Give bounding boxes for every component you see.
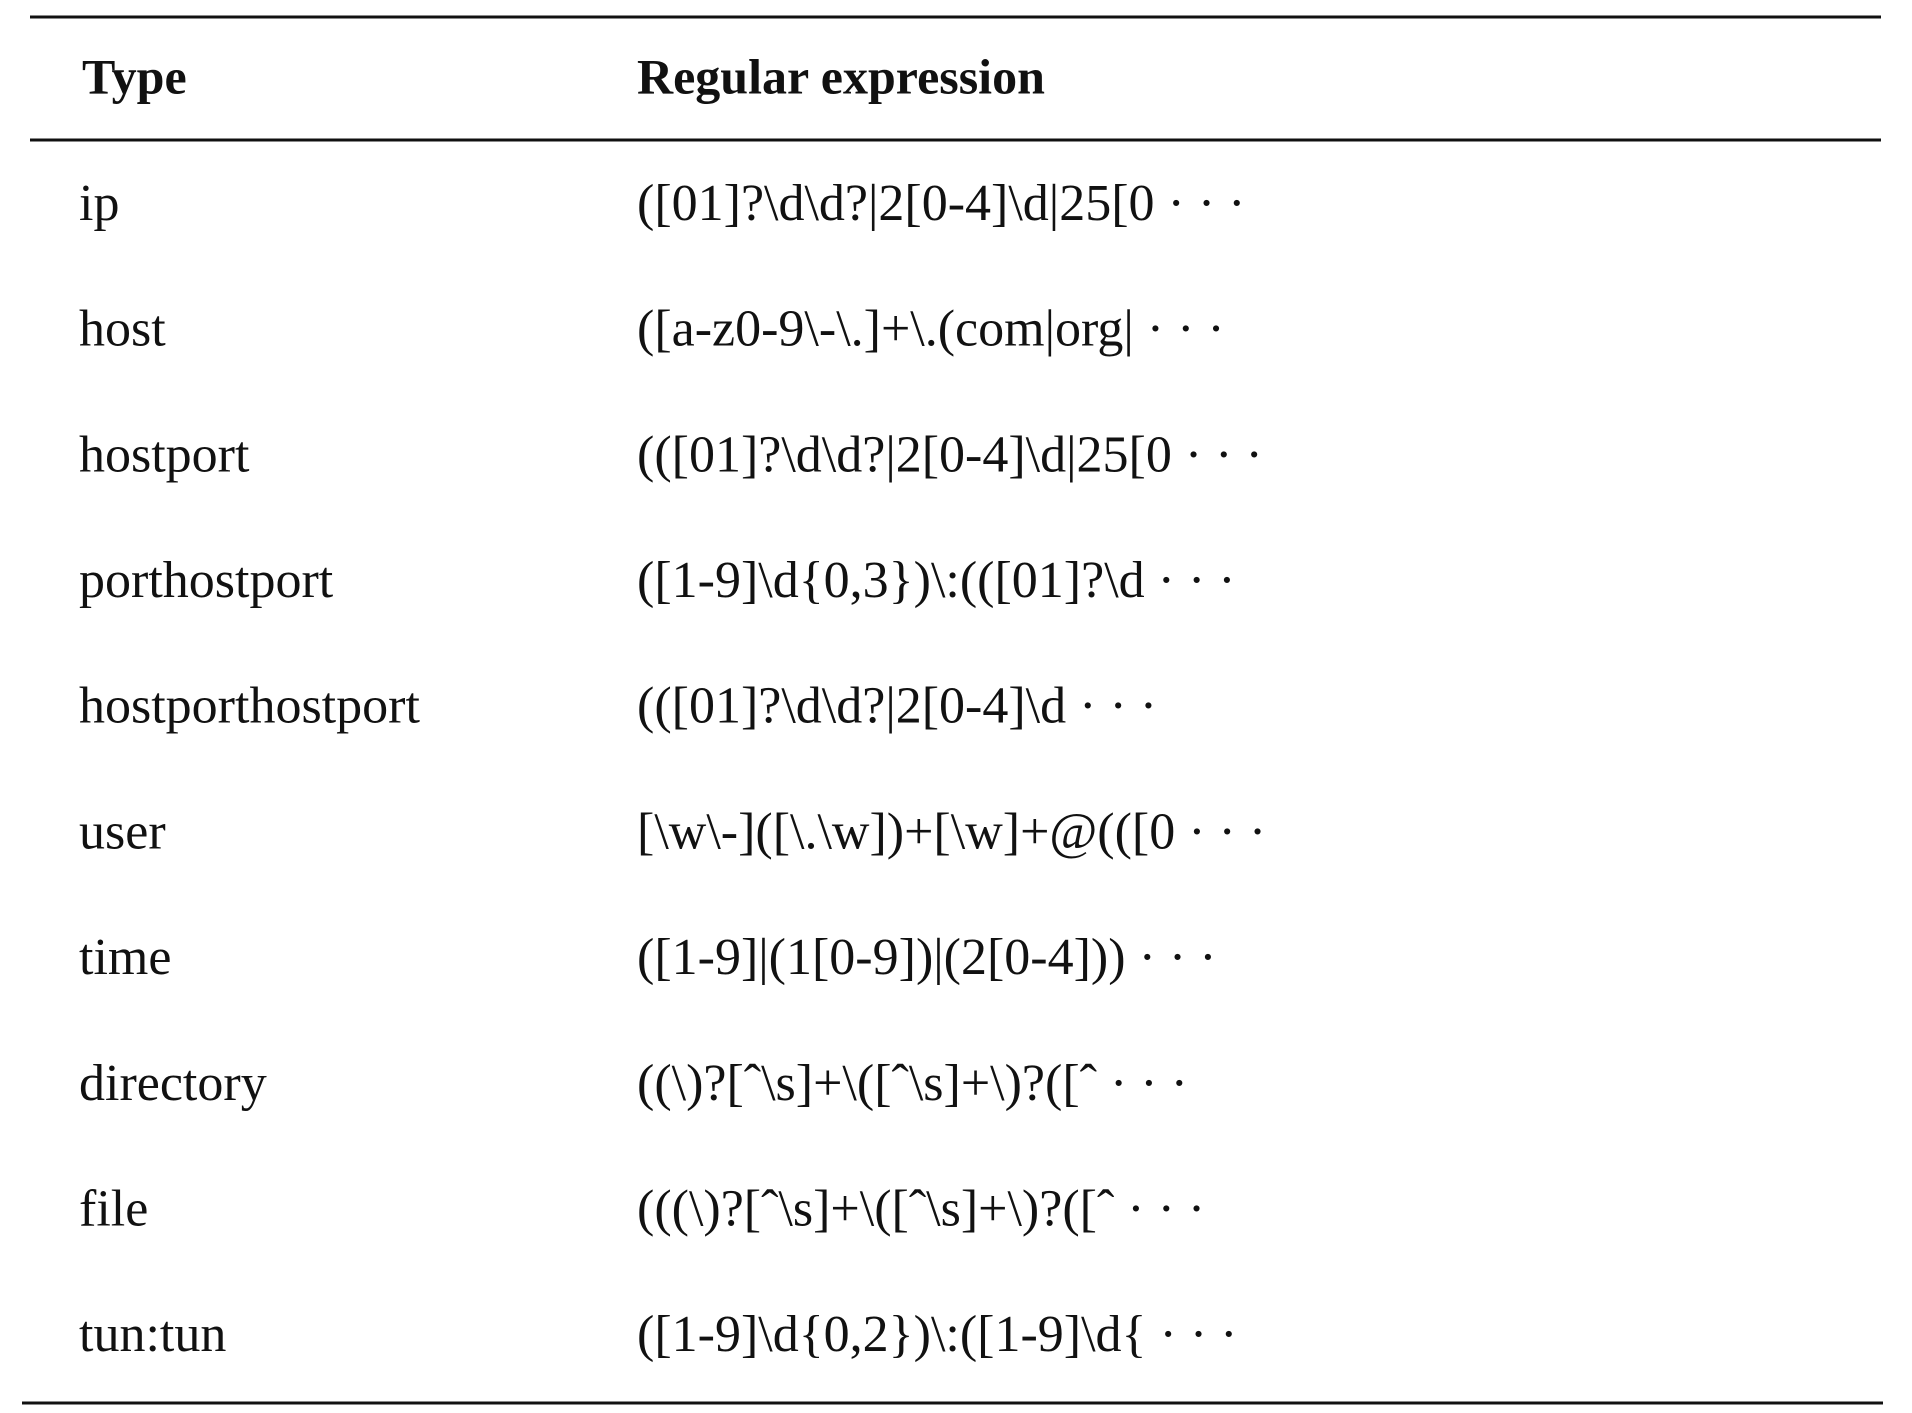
regex-cell: [\w\-]([\.\w])+[\w]+@(([0 · · · [637, 803, 1266, 860]
type-cell: ip [79, 175, 119, 232]
regex-cell: ([01]?\d\d?|2[0-4]\d|25[0 · · · [637, 175, 1246, 232]
regex-cell: (((\)?[ˆ\s]+\([ˆ\s]+\)?([ˆ · · · [637, 1181, 1205, 1238]
regex-cell: ([a-z0-9\-\.]+\.(com|org| · · · [637, 301, 1225, 358]
type-cell: tun:tun [79, 1306, 226, 1363]
type-cell: file [79, 1181, 148, 1238]
header-cell: Type [82, 48, 187, 104]
type-cell: time [79, 929, 171, 986]
type-cell: directory [79, 1055, 267, 1112]
regex-cell: ([1-9]|(1[0-9])|(2[0-4])) · · · [637, 929, 1217, 986]
type-cell: hostport [79, 426, 250, 483]
regex-cell: ([1-9]\d{0,2})\:([1-9]\d{ · · · [637, 1306, 1237, 1363]
regex-cell: ((\)?[ˆ\s]+\([ˆ\s]+\)?([ˆ · · · [637, 1055, 1188, 1112]
regex-cell: (([01]?\d\d?|2[0-4]\d · · · [637, 678, 1157, 735]
type-cell: porthostport [79, 552, 334, 609]
header-cell: Regular expression [637, 48, 1045, 104]
type-cell: host [79, 301, 166, 358]
regex-cell: ([1-9]\d{0,3})\:(([01]?\d · · · [637, 552, 1236, 609]
type-cell: user [79, 803, 166, 860]
regex-cell: (([01]?\d\d?|2[0-4]\d|25[0 · · · [637, 426, 1263, 483]
type-cell: hostporthostport [79, 678, 420, 735]
